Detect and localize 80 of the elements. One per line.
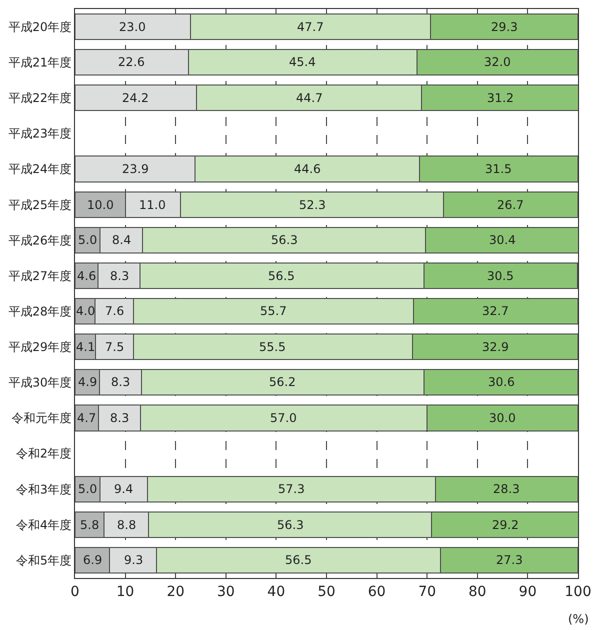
data-label: 28.3	[493, 482, 520, 496]
x-tick-label: 90	[518, 584, 537, 600]
data-label: 56.5	[268, 269, 295, 283]
data-label: 57.0	[270, 411, 297, 425]
data-label: 8.4	[112, 233, 132, 247]
data-label: 5.8	[80, 518, 100, 532]
data-label: 8.8	[117, 518, 136, 532]
y-tick-label: 平成27年度	[8, 268, 72, 283]
text: (%)	[568, 612, 589, 626]
data-label: 52.3	[299, 198, 326, 212]
data-label: 30.4	[489, 233, 516, 247]
data-label: 23.0	[119, 20, 146, 34]
x-tick-label: 40	[267, 584, 286, 600]
y-tick-label: 令和3年度	[16, 482, 72, 496]
data-label: 22.6	[118, 55, 145, 69]
data-label: 23.9	[122, 162, 149, 176]
data-label: 31.2	[487, 91, 514, 105]
x-tick-label: 20	[166, 584, 185, 600]
data-label: 4.0	[76, 304, 96, 318]
y-tick-label: 平成25年度	[8, 198, 72, 212]
data-label: 30.5	[487, 269, 514, 283]
data-label: 9.4	[114, 482, 134, 496]
x-tick-label: 100	[564, 584, 592, 600]
data-label: 29.3	[491, 20, 518, 34]
x-tick-label: 80	[468, 584, 486, 600]
data-label: 5.0	[78, 233, 98, 247]
x-tick-label: 10	[116, 584, 134, 600]
y-tick-label: 平成26年度	[8, 233, 72, 248]
data-label: 56.3	[277, 518, 304, 532]
y-tick-label: 平成24年度	[8, 162, 72, 176]
y-tick-label: 平成22年度	[8, 91, 72, 106]
y-tick-label: 令和5年度	[16, 553, 72, 568]
y-tick-label: 平成30年度	[8, 376, 72, 390]
data-label: 32.7	[482, 304, 509, 318]
data-label: 26.7	[497, 198, 524, 212]
y-tick-label: 令和4年度	[16, 518, 72, 532]
x-tick-label: 70	[418, 584, 436, 600]
data-label: 8.3	[111, 375, 130, 389]
y-tick-label: 平成28年度	[8, 304, 72, 318]
x-tick-label: 30	[216, 584, 235, 600]
y-tick-label: 平成29年度	[8, 340, 72, 354]
y-tick-label: 平成23年度	[8, 126, 72, 141]
data-label: 6.9	[83, 553, 102, 567]
data-label: 47.7	[297, 20, 324, 34]
data-label: 57.3	[278, 482, 305, 496]
data-label: 29.2	[492, 518, 519, 532]
data-label: 44.6	[294, 162, 321, 176]
y-tick-label: 平成20年度	[8, 20, 72, 34]
y-tick-label: 令和元年度	[12, 411, 72, 426]
data-label: 56.2	[269, 375, 296, 389]
y-tick-label: 平成21年度	[8, 56, 72, 70]
x-tick-label: 60	[368, 584, 386, 600]
data-label: 31.5	[485, 162, 512, 176]
x-tick-label: 50	[318, 584, 336, 600]
data-label: 5.0	[78, 482, 98, 496]
data-label: 4.1	[76, 340, 96, 354]
data-label: 27.3	[496, 553, 523, 567]
data-label: 7.5	[105, 340, 124, 354]
x-tick-label: 0	[70, 584, 80, 600]
data-label: 4.9	[78, 375, 98, 389]
data-label: 56.5	[285, 553, 312, 567]
data-label: 30.0	[489, 411, 516, 425]
data-label: 30.6	[488, 375, 515, 389]
data-label: 24.2	[122, 91, 149, 105]
data-label: 10.0	[87, 198, 114, 212]
data-label: 45.4	[289, 55, 316, 69]
data-label: 4.6	[77, 269, 96, 283]
data-label: 32.9	[482, 340, 509, 354]
data-label: 55.5	[259, 340, 286, 354]
y-tick-label: 令和2年度	[16, 446, 72, 461]
data-label: 7.6	[105, 304, 124, 318]
data-label: 56.3	[271, 233, 298, 247]
data-label: 8.3	[110, 269, 130, 283]
data-label: 8.3	[110, 411, 130, 425]
data-label: 4.7	[77, 411, 96, 425]
data-label: 44.7	[296, 91, 323, 105]
data-label: 9.3	[124, 553, 144, 567]
data-label: 32.0	[484, 55, 511, 69]
data-label: 55.7	[260, 304, 287, 318]
data-label: 11.0	[139, 198, 166, 212]
